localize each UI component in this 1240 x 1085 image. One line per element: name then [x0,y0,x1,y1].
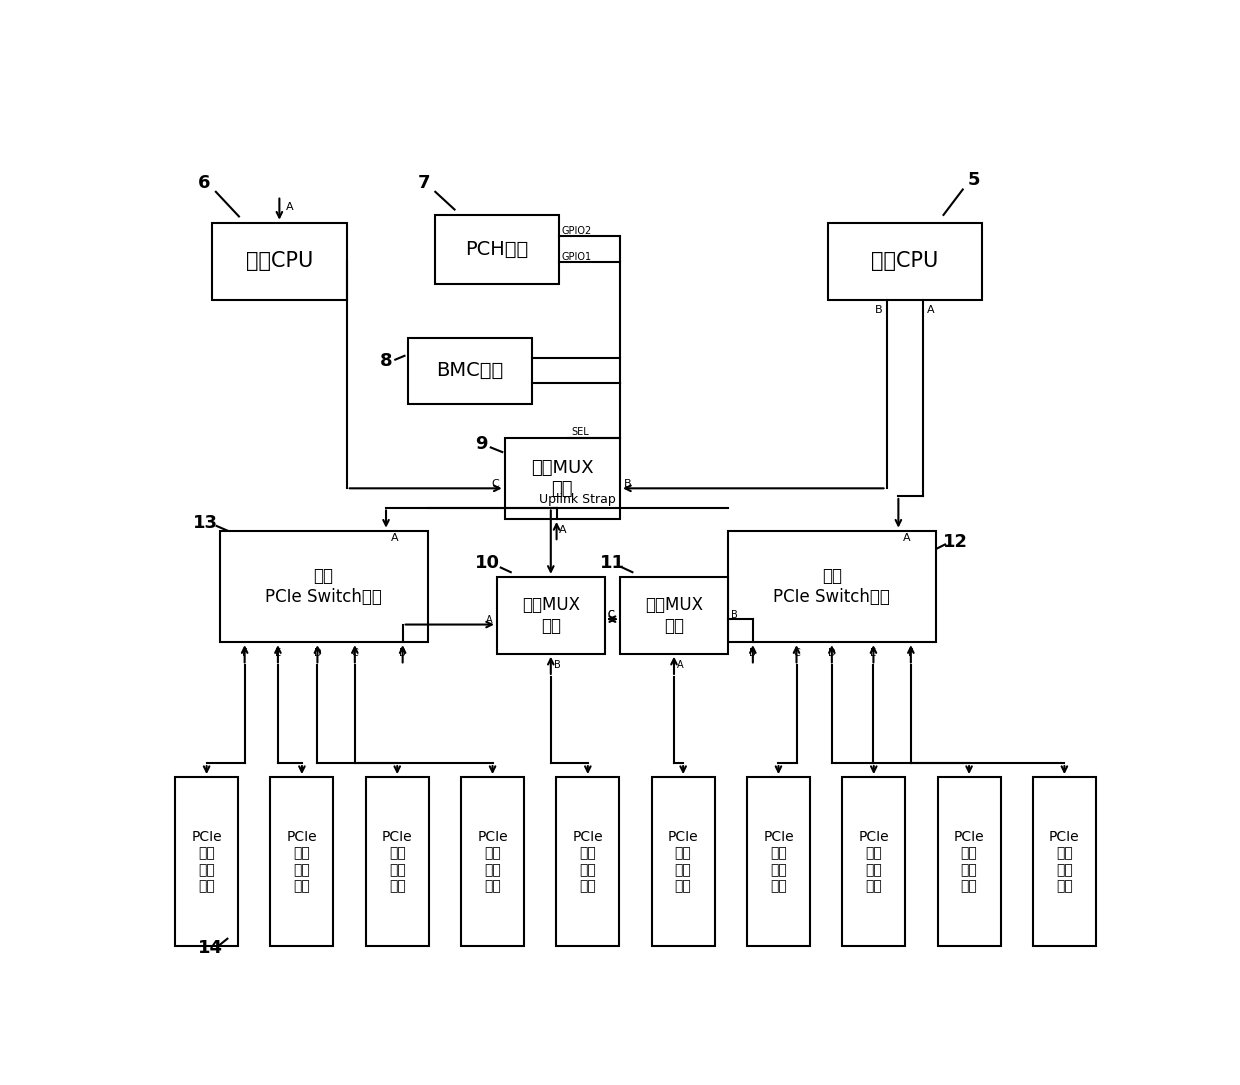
Text: A: A [677,660,683,669]
Text: B: B [732,610,738,620]
Text: 第一MUX
模块: 第一MUX 模块 [531,459,594,498]
Text: A: A [903,534,910,544]
Text: Uplink Strap: Uplink Strap [539,494,616,507]
Text: B: B [749,648,756,658]
Bar [461,777,525,946]
Text: PCIe
拓展
插槽
模块: PCIe 拓展 插槽 模块 [382,830,413,893]
Text: C: C [351,648,358,658]
Text: F: F [908,648,914,658]
Text: C: C [794,648,800,658]
Text: 14: 14 [198,939,223,957]
Bar [219,531,428,642]
Text: PCIe
拓展
插槽
模块: PCIe 拓展 插槽 模块 [763,830,794,893]
Text: 8: 8 [379,353,392,370]
Text: A: A [486,615,492,625]
Text: 5: 5 [968,171,981,189]
Text: D: D [828,648,836,658]
Text: PCIe
拓展
插槽
模块: PCIe 拓展 插槽 模块 [858,830,889,893]
Text: 第一CPU: 第一CPU [872,251,939,271]
Text: A: A [928,305,935,316]
Text: PCIe
拓展
插槽
模块: PCIe 拓展 插槽 模块 [1049,830,1080,893]
Text: 第二
PCIe Switch模块: 第二 PCIe Switch模块 [265,567,382,605]
Bar [366,777,429,946]
Bar [842,777,905,946]
Text: A: A [391,534,398,544]
Text: 第二CPU: 第二CPU [246,251,312,271]
Text: 9: 9 [475,435,487,454]
Text: A: A [285,202,293,213]
Text: E: E [870,648,877,658]
Text: F: F [242,648,248,658]
Bar [620,577,728,654]
Bar [212,222,347,299]
Text: PCIe
拓展
插槽
模块: PCIe 拓展 插槽 模块 [477,830,508,893]
Text: 6: 6 [198,174,211,192]
Text: D: D [314,648,321,658]
Bar [408,339,532,404]
Bar [828,222,982,299]
Text: 第三MUX
模块: 第三MUX 模块 [645,596,703,635]
Text: 第二MUX
模块: 第二MUX 模块 [522,596,580,635]
Text: 13: 13 [193,514,218,532]
Bar [270,777,334,946]
Text: B: B [624,478,631,488]
Text: 12: 12 [942,533,967,551]
Text: GPIO1: GPIO1 [562,253,591,263]
Bar [505,438,620,519]
Text: PCIe
拓展
插槽
模块: PCIe 拓展 插槽 模块 [191,830,222,893]
Text: PCIe
拓展
插槽
模块: PCIe 拓展 插槽 模块 [573,830,603,893]
Text: PCIe
拓展
插槽
模块: PCIe 拓展 插槽 模块 [668,830,698,893]
Text: PCH模块: PCH模块 [465,240,528,259]
Bar [746,777,810,946]
Text: 第一
PCIe Switch模块: 第一 PCIe Switch模块 [774,567,890,605]
Text: C: C [491,478,500,488]
Text: 11: 11 [600,554,625,572]
Text: B: B [553,660,560,669]
Text: PCIe
拓展
插槽
模块: PCIe 拓展 插槽 模块 [954,830,985,893]
Text: C: C [608,610,614,620]
Text: GPIO2: GPIO2 [562,226,591,237]
Text: B: B [399,648,405,658]
Text: C: C [608,610,615,620]
Bar [728,531,936,642]
Text: PCIe
拓展
插槽
模块: PCIe 拓展 插槽 模块 [286,830,317,893]
Bar [497,577,605,654]
Text: 7: 7 [418,174,430,192]
Bar [1033,777,1096,946]
Bar [435,215,558,284]
Text: SEL: SEL [572,427,589,437]
Text: A: A [559,525,567,535]
Bar [651,777,714,946]
Text: E: E [275,648,281,658]
Text: B: B [875,305,883,316]
Bar [937,777,1001,946]
Bar [557,777,620,946]
Bar [175,777,238,946]
Text: 10: 10 [475,554,500,572]
Text: BMC模块: BMC模块 [436,361,503,381]
